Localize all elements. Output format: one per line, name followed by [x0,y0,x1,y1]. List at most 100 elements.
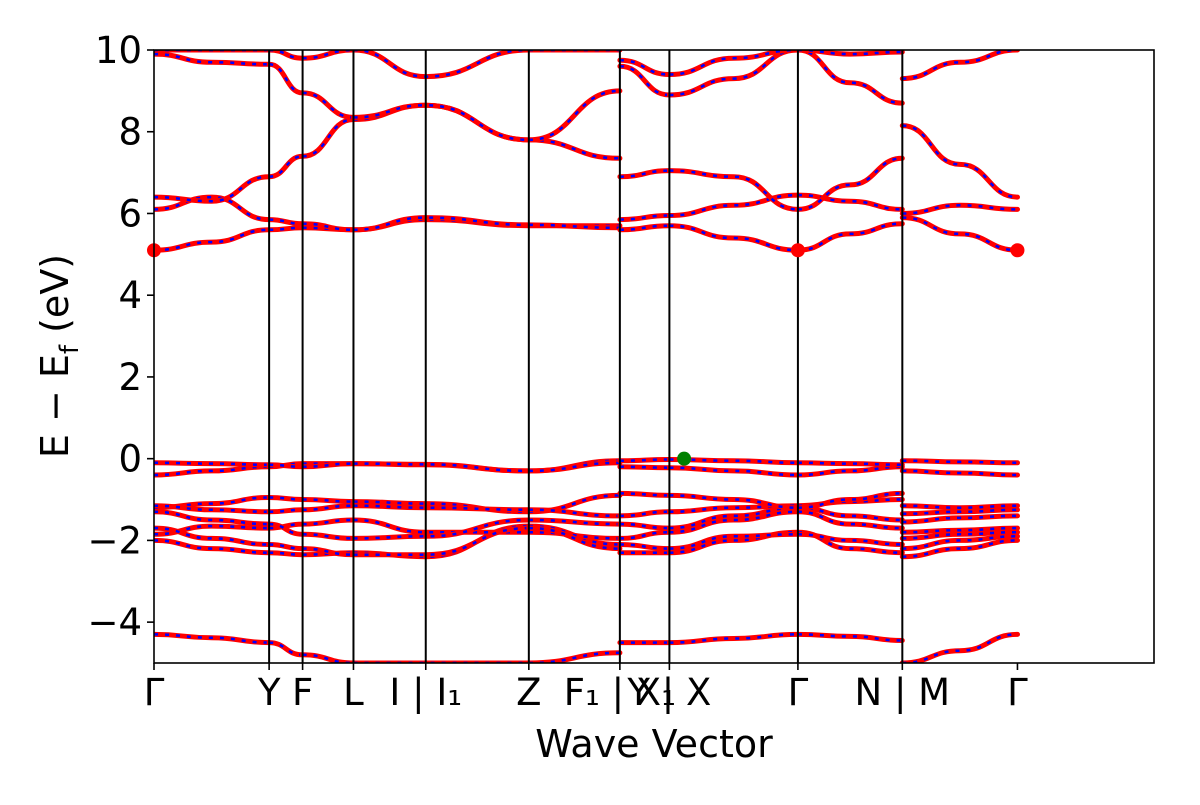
band-line-spin-down [902,50,1018,80]
band-line-spin-down [528,651,620,663]
band-line-spin-down [269,226,303,232]
band-line-spin-up [266,507,306,515]
band-line-spin-down [902,514,1018,524]
band-line-spin-down [619,224,670,232]
band-line-spin-up [795,631,905,643]
y-tick-label: 0 [118,438,142,481]
band-line-spin-down [902,504,1018,509]
cbm-marker [1010,243,1025,258]
band-line-spin-down [154,195,270,221]
band-line-spin-down [154,52,270,66]
x-tick-label: Y [257,671,281,714]
band-line-spin-down [154,496,270,509]
band-line-spin-up [266,495,306,502]
band-line-spin-down [268,155,303,178]
band-line-spin-down [528,526,620,550]
band-line-spin-down [268,63,303,95]
cbm-marker [790,243,805,258]
band-line-spin-down [269,508,303,514]
band-line-spin-down [353,526,529,556]
band-line-spin-up [666,192,801,218]
x-tick-label: L [343,671,364,714]
y-axis-title-subscript: f [55,344,85,354]
band-line-spin-down [302,118,354,158]
band-line-spin-down [619,492,670,497]
y-axis-ticks: −4 −2 0 2 4 6 8 10 [87,29,154,644]
band-line-spin-down [302,498,354,503]
band-line-spin-down [902,633,1018,663]
x-axis-title: Wave Vector [535,722,773,766]
band-line-spin-down [302,518,354,526]
y-tick-label: −4 [87,601,142,644]
band-line-spin-down [528,508,620,518]
band-line-spin-down [302,547,354,556]
band-line-spin-down [269,463,303,469]
band-line-spin-up [899,50,1020,82]
band-line-spin-up [795,50,905,57]
band-line-spin-down [669,50,798,97]
band-line-spin-down [902,459,1018,465]
band-line-spin-down [154,633,270,644]
band-line-spin-up [666,223,801,253]
band-line-spin-down [269,641,303,657]
band-line-spin-down [154,526,270,546]
band-line-spin-down [154,175,270,203]
x-tick-label: Y | X [626,671,711,714]
band-line-spin-down [353,518,529,534]
band-line-spin-down [528,461,620,473]
band-line-spin-up [351,503,532,513]
band-line-spin-down [302,222,354,232]
band-line-spin-down [797,506,903,522]
band-line-spin-down [619,169,670,178]
band-line-spin-up [899,215,1020,253]
y-axis-title-main: E − E [33,354,77,458]
band-line-spin-up [666,465,801,478]
band-line-spin-down [528,530,620,540]
x-tick-label: Z [516,671,541,714]
band-line-spin-down [269,522,303,530]
band-line-spin-down [669,50,798,76]
band-line-spin-up [266,225,306,233]
band-line-spin-up [899,631,1020,663]
band-line-spin-up [666,505,801,531]
band-line-spin-down [797,50,903,105]
band-line-spin-down [302,462,354,469]
band-line-spin-up [617,63,672,98]
band-line-spin-down [902,530,1018,540]
bands-layer [154,50,1020,663]
band-line-spin-down [528,518,620,526]
band-line-spin-down [528,89,620,142]
band-line-spin-up [899,123,1020,200]
band-line-spin-down [797,530,903,554]
band-line-spin-up [351,102,532,143]
band-line-spin-down [154,504,270,514]
plot-frame [153,49,1155,664]
band-line-spin-down [269,543,303,550]
band-line-spin-down [902,535,1018,550]
kpoint-divider-lines [268,50,904,663]
band-line-spin-down [619,543,670,550]
band-line-spin-down [619,510,670,518]
band-line-spin-down [797,193,903,211]
vbm-marker [677,451,692,466]
band-line-spin-down [154,228,270,252]
y-tick-label: 4 [118,274,142,317]
band-line-spin-down [269,496,303,501]
band-line-spin-up [666,631,801,646]
band-line-spin-down [797,510,903,530]
band-line-spin-down [269,218,303,225]
band-line-spin-up [666,531,801,552]
band-line-spin-up [795,531,905,547]
band-line-spin-up [300,90,356,120]
band-line-spin-down [154,524,270,536]
band-line-spin-up [266,217,306,227]
band-line-spin-down [353,518,529,540]
band-line-spin-up [266,462,306,470]
band-line-spin-up [666,492,801,511]
band-line-spin-down [269,551,303,556]
band-line-spin-down [528,223,620,230]
band-line-spin-up [666,509,801,535]
band-line-spin-up [266,542,306,552]
